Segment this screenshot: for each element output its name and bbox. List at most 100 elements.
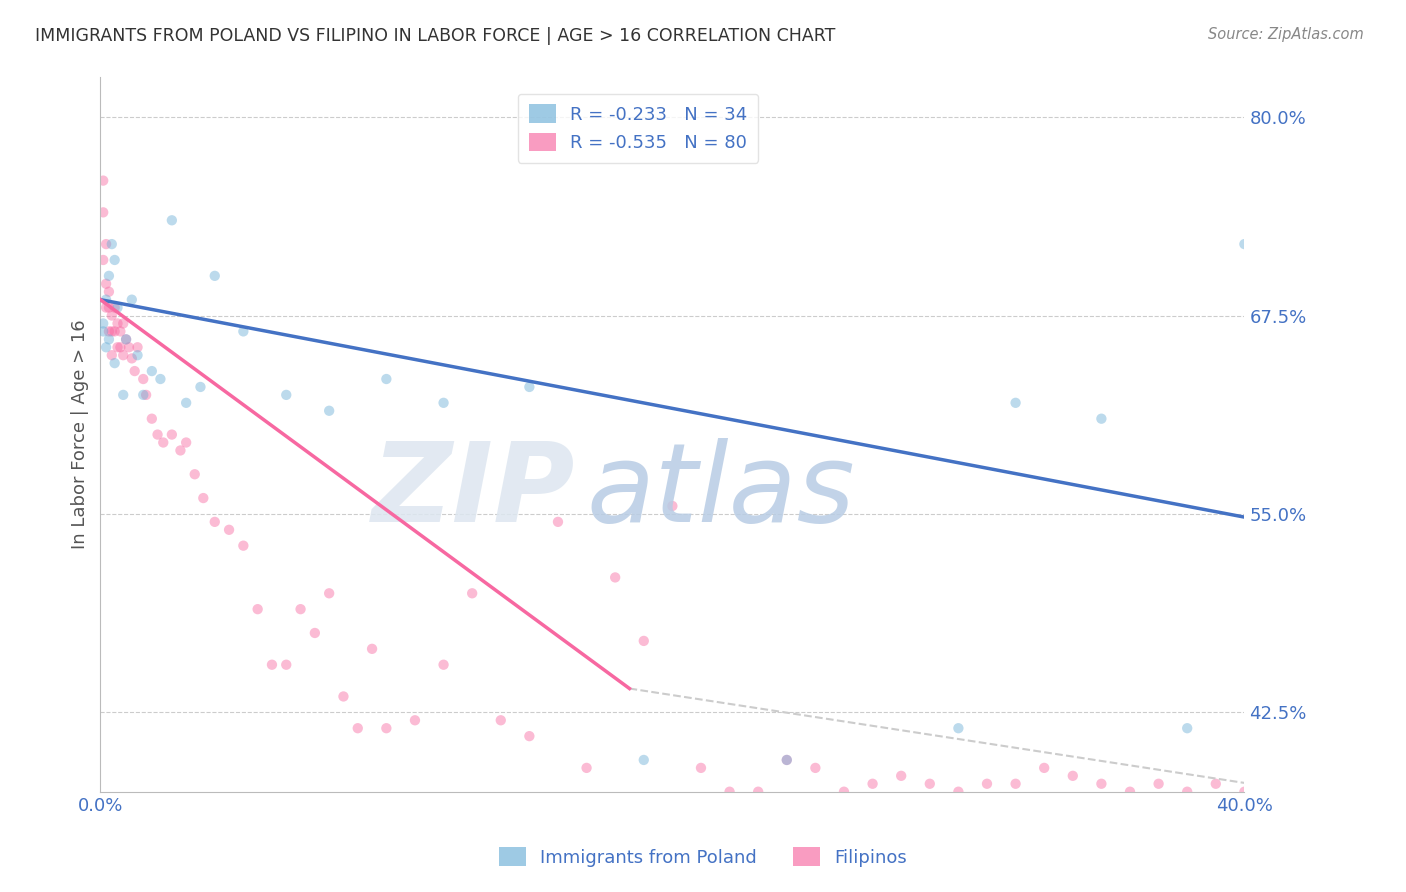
Point bbox=[127, 340, 149, 354]
Point bbox=[976, 777, 998, 791]
Point bbox=[948, 721, 970, 735]
Point bbox=[94, 340, 117, 354]
Point bbox=[141, 411, 163, 425]
Point bbox=[290, 602, 312, 616]
Point bbox=[107, 340, 129, 354]
Point bbox=[489, 713, 512, 727]
Point bbox=[97, 285, 120, 299]
Point bbox=[118, 340, 141, 354]
Point bbox=[97, 325, 120, 339]
Point bbox=[332, 690, 354, 704]
Point bbox=[519, 380, 541, 394]
Legend: Immigrants from Poland, Filipinos: Immigrants from Poland, Filipinos bbox=[492, 840, 914, 874]
Point bbox=[1175, 721, 1198, 735]
Point bbox=[141, 364, 163, 378]
Point bbox=[121, 351, 143, 366]
Point bbox=[661, 499, 683, 513]
Text: atlas: atlas bbox=[586, 438, 855, 545]
Point bbox=[104, 301, 127, 315]
Point bbox=[94, 277, 117, 291]
Point bbox=[1233, 237, 1256, 252]
Point bbox=[232, 325, 254, 339]
Point bbox=[276, 388, 298, 402]
Point bbox=[246, 602, 269, 616]
Point bbox=[346, 721, 368, 735]
Point bbox=[804, 761, 827, 775]
Point bbox=[110, 325, 132, 339]
Point bbox=[91, 252, 114, 267]
Point bbox=[104, 325, 127, 339]
Point bbox=[174, 396, 197, 410]
Point bbox=[132, 388, 155, 402]
Point bbox=[152, 435, 174, 450]
Point bbox=[718, 785, 741, 799]
Point bbox=[1004, 396, 1026, 410]
Point bbox=[94, 301, 117, 315]
Point bbox=[432, 396, 454, 410]
Point bbox=[1261, 777, 1284, 791]
Point bbox=[121, 293, 143, 307]
Point bbox=[146, 427, 169, 442]
Point bbox=[776, 753, 799, 767]
Point bbox=[104, 356, 127, 370]
Point bbox=[204, 268, 226, 283]
Point bbox=[1090, 411, 1112, 425]
Point bbox=[91, 317, 114, 331]
Point bbox=[1062, 769, 1084, 783]
Point bbox=[101, 237, 124, 252]
Point bbox=[862, 777, 884, 791]
Point bbox=[169, 443, 191, 458]
Legend: R = -0.233   N = 34, R = -0.535   N = 80: R = -0.233 N = 34, R = -0.535 N = 80 bbox=[517, 94, 758, 163]
Text: ZIP: ZIP bbox=[371, 438, 575, 545]
Point bbox=[218, 523, 240, 537]
Point bbox=[204, 515, 226, 529]
Point bbox=[461, 586, 484, 600]
Point bbox=[112, 348, 135, 362]
Point bbox=[1033, 761, 1056, 775]
Point bbox=[101, 348, 124, 362]
Point bbox=[575, 761, 598, 775]
Point bbox=[132, 372, 155, 386]
Point bbox=[149, 372, 172, 386]
Point bbox=[890, 769, 912, 783]
Point bbox=[361, 641, 384, 656]
Point bbox=[160, 427, 183, 442]
Point bbox=[948, 785, 970, 799]
Point bbox=[318, 403, 340, 417]
Point bbox=[97, 332, 120, 346]
Text: Source: ZipAtlas.com: Source: ZipAtlas.com bbox=[1208, 27, 1364, 42]
Point bbox=[112, 388, 135, 402]
Point bbox=[101, 325, 124, 339]
Point bbox=[135, 388, 157, 402]
Point bbox=[1175, 785, 1198, 799]
Point bbox=[91, 325, 114, 339]
Point bbox=[190, 380, 212, 394]
Point bbox=[101, 309, 124, 323]
Point bbox=[260, 657, 283, 672]
Point bbox=[112, 317, 135, 331]
Point bbox=[633, 634, 655, 648]
Point bbox=[547, 515, 569, 529]
Point bbox=[193, 491, 215, 505]
Point bbox=[232, 539, 254, 553]
Point bbox=[174, 435, 197, 450]
Point bbox=[318, 586, 340, 600]
Point bbox=[97, 268, 120, 283]
Point bbox=[115, 332, 138, 346]
Point bbox=[91, 173, 114, 187]
Point bbox=[432, 657, 454, 672]
Point bbox=[375, 721, 398, 735]
Point bbox=[127, 348, 149, 362]
Point bbox=[1004, 777, 1026, 791]
Point bbox=[918, 777, 941, 791]
Point bbox=[94, 237, 117, 252]
Point bbox=[375, 372, 398, 386]
Point bbox=[110, 340, 132, 354]
Point bbox=[107, 317, 129, 331]
Y-axis label: In Labor Force | Age > 16: In Labor Force | Age > 16 bbox=[72, 319, 89, 549]
Point bbox=[1119, 785, 1142, 799]
Point bbox=[184, 467, 207, 482]
Point bbox=[1205, 777, 1227, 791]
Point bbox=[107, 301, 129, 315]
Point bbox=[304, 626, 326, 640]
